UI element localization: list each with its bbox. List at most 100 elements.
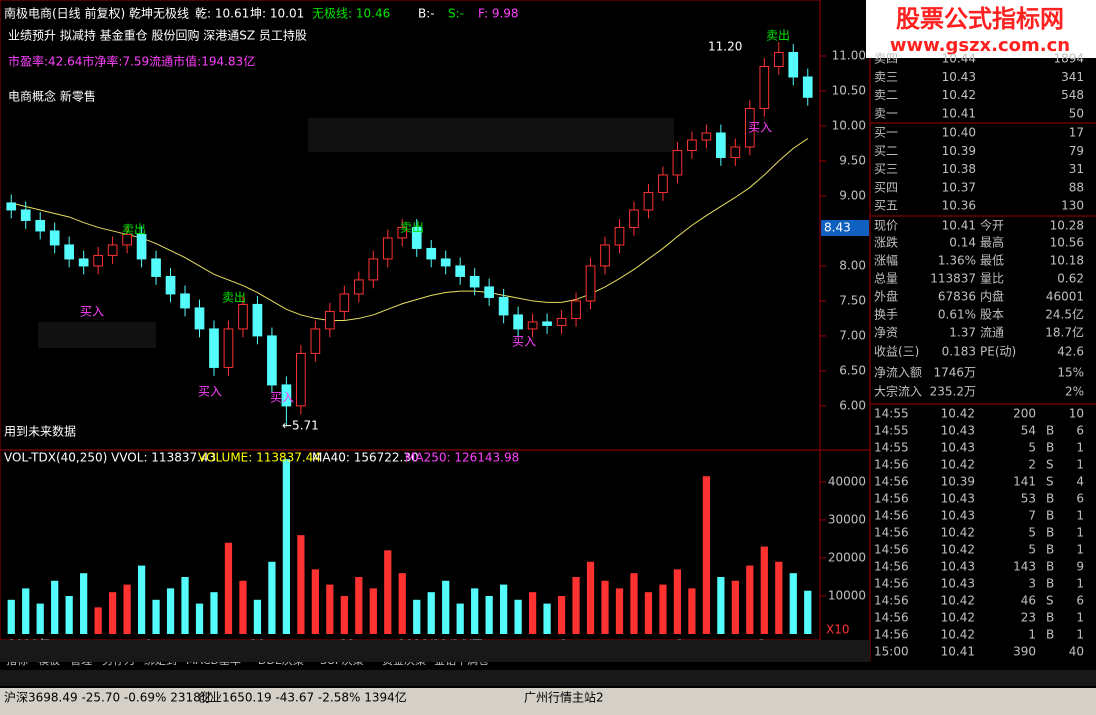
stat-label: 换手	[874, 308, 898, 322]
book-label: 卖一	[874, 106, 898, 120]
book-label: 卖二	[874, 88, 898, 102]
candle-body	[382, 237, 393, 260]
trade-price: 10.42	[941, 543, 975, 557]
candle-body	[6, 202, 17, 211]
book-label: 卖四	[874, 52, 898, 66]
volume-bar	[22, 588, 30, 634]
trade-volume: 7	[1028, 509, 1036, 523]
trade-price: 10.42	[941, 526, 975, 540]
candle-body	[658, 174, 668, 193]
candle-body	[267, 335, 277, 386]
trade-volume: 5	[1028, 441, 1036, 455]
volume-bar	[166, 588, 175, 634]
candle-body	[513, 314, 523, 330]
volume-bar	[239, 580, 247, 634]
trade-price: 10.43	[941, 577, 975, 591]
volume-bar	[485, 595, 493, 634]
status-index: 创业1650.19 -43.67 -2.58% 1394亿	[198, 690, 407, 705]
trade-volume: 5	[1028, 543, 1036, 557]
price-tag	[821, 220, 869, 236]
volume-bar	[804, 590, 812, 634]
stat-value: 0.62	[1057, 272, 1084, 286]
signal: 买入	[270, 391, 294, 405]
trade-volume: 143	[1013, 560, 1036, 574]
volume-bar	[65, 595, 73, 634]
vol-title: VOL-TDX(40,250) VVOL: 113837.43	[4, 451, 216, 465]
status-server: 广州行情主站2	[524, 691, 604, 705]
signal: 卖出	[222, 291, 246, 305]
y-tick-label: 20000	[828, 550, 866, 564]
header-field: B:-	[418, 7, 435, 21]
trade-count: 1	[1076, 458, 1084, 472]
trade-time: 14:56	[874, 458, 909, 472]
book-volume: 1894	[1053, 52, 1084, 66]
watermark-box	[866, 0, 1096, 58]
volume-bar	[340, 595, 348, 634]
trade-count: 1	[1076, 441, 1084, 455]
header-field: 乾: 10.61	[195, 7, 249, 21]
candle-body	[455, 265, 466, 277]
candle-body	[469, 275, 480, 288]
volume-bar	[514, 599, 522, 634]
candle-body	[788, 51, 799, 78]
trade-volume: 5	[1028, 526, 1036, 540]
volume-bar	[369, 588, 377, 634]
vol-unit: X10	[826, 623, 850, 637]
trade-time: 15:00	[874, 645, 909, 659]
book-price: 10.43	[942, 70, 976, 84]
candle-body	[296, 352, 306, 407]
volume-bar	[282, 459, 291, 634]
book-label: 买三	[874, 162, 898, 176]
trade-volume: 3	[1028, 577, 1036, 591]
volume-bar	[456, 603, 464, 634]
volume-bar	[181, 576, 189, 634]
candle-body	[151, 258, 161, 277]
trade-time: 14:56	[874, 611, 909, 625]
trade-price: 10.42	[941, 594, 975, 608]
book-price: 10.40	[942, 126, 976, 140]
stat-value: 10.41	[942, 219, 976, 233]
volume-bar	[471, 588, 479, 634]
trade-volume: 390	[1013, 645, 1036, 659]
price-high-label: 11.20	[708, 40, 742, 54]
trade-time: 14:55	[874, 407, 909, 421]
volume-bar	[688, 588, 696, 634]
volume-bar	[108, 592, 117, 634]
trade-time: 14:56	[874, 560, 909, 574]
book-price: 10.37	[942, 180, 976, 194]
trade-count: 4	[1076, 475, 1084, 489]
trade-side: S	[1046, 594, 1054, 608]
candle-body	[672, 149, 683, 176]
stat-value: 42.6	[1057, 345, 1084, 359]
y-tick-label: 6.00	[839, 398, 866, 412]
volume-bar	[630, 573, 638, 634]
stat-label: 净流入额	[874, 366, 922, 380]
candle-body	[281, 384, 292, 407]
trade-side: S	[1046, 458, 1054, 472]
volume-bar	[355, 576, 363, 634]
stat-label: 涨跌	[874, 235, 898, 250]
stat-label: 最高	[980, 235, 1004, 250]
book-price: 10.36	[942, 199, 976, 213]
trade-price: 10.42	[941, 458, 975, 472]
candle-body	[78, 258, 89, 267]
book-volume: 17	[1069, 126, 1084, 140]
candle-body	[339, 293, 350, 312]
candle-body	[180, 293, 190, 309]
book-label: 买一	[874, 126, 898, 140]
candle-body	[701, 132, 712, 141]
volume-bar	[137, 565, 146, 634]
y-tick-label: 6.50	[839, 363, 866, 377]
candle-body	[136, 233, 147, 260]
signal: 买入	[512, 335, 536, 349]
header-title: 南极电商(日线 前复权) 乾坤无极线	[4, 6, 189, 21]
candle-body	[310, 328, 321, 354]
signal: 卖出	[122, 223, 146, 237]
y-tick-label: 10.00	[832, 118, 866, 132]
volume-bar	[746, 565, 754, 634]
volume-bar	[413, 599, 421, 634]
status-bar	[0, 688, 1096, 715]
overlay	[308, 118, 674, 152]
trade-count: 1	[1076, 526, 1084, 540]
stat-value: 2%	[1065, 385, 1084, 399]
